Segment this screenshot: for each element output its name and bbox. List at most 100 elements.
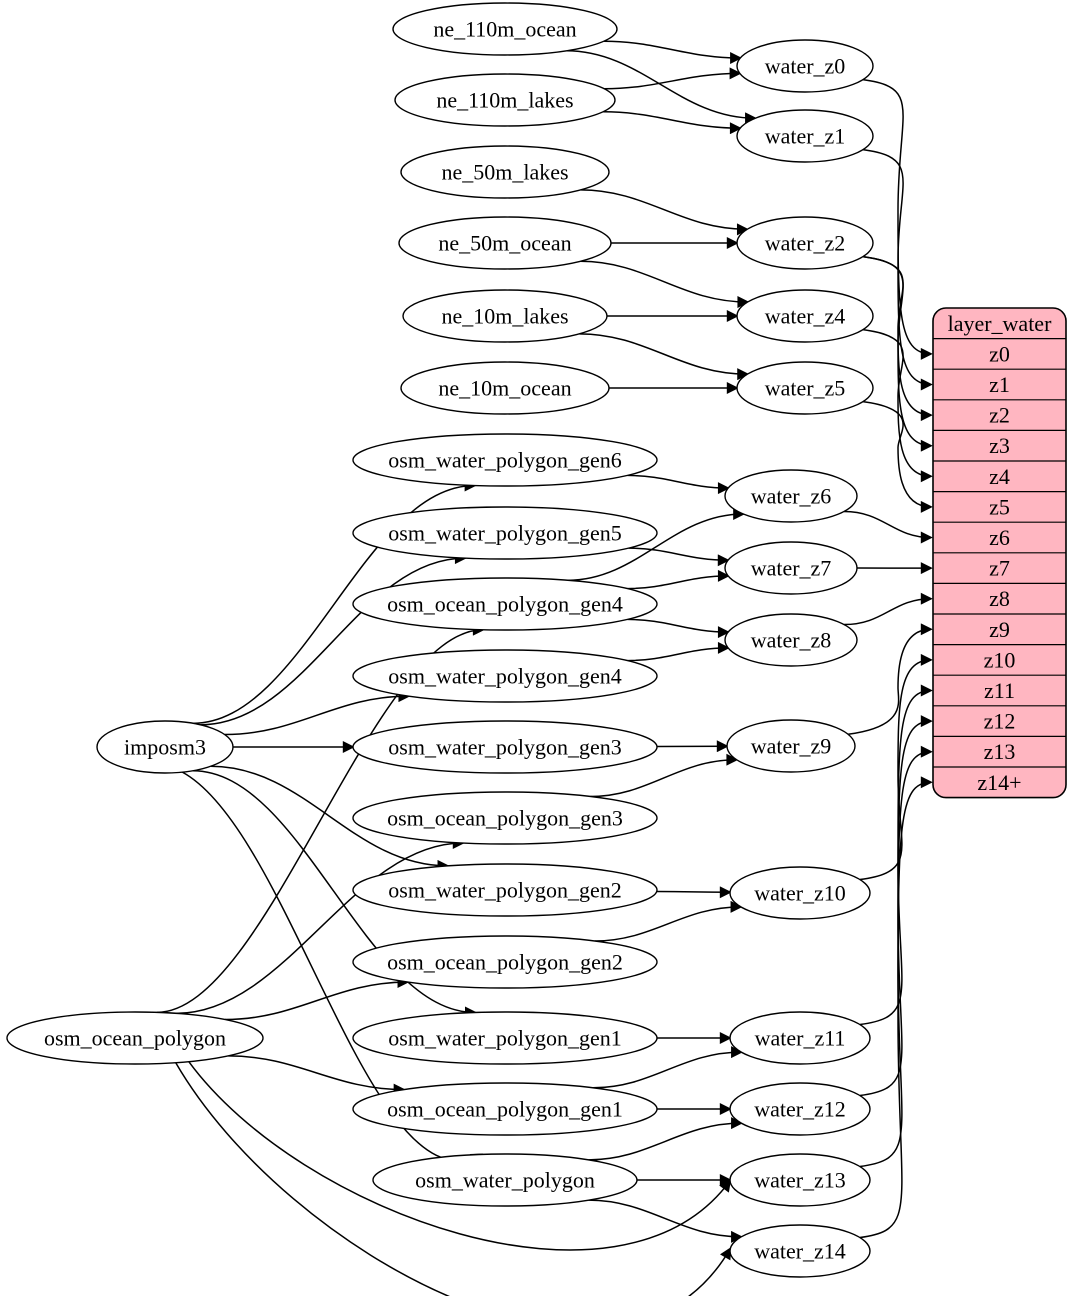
node-osm_water_polygon_gen1: osm_water_polygon_gen1 (352, 1011, 658, 1065)
edge-osm_water_polygon-to-water_z12 (588, 1117, 744, 1161)
node-ellipse-ne_50m_lakes (400, 145, 610, 199)
node-osm_ocean_polygon_gen4: osm_ocean_polygon_gen4 (352, 577, 658, 631)
node-water_z5: water_z5 (736, 361, 874, 415)
node-ellipse-water_z14 (729, 1224, 871, 1278)
node-osm_water_polygon_gen3: osm_water_polygon_gen3 (352, 720, 658, 774)
table-row-z12: z12 (984, 709, 1016, 734)
edge-imposm3-to-osm_water_polygon_gen4 (224, 690, 411, 736)
node-ellipse-osm_water_polygon_gen2 (352, 863, 658, 917)
edge-osm_ocean_polygon-to-water_z13 (188, 1061, 732, 1251)
edge-osm_water_polygon_gen4-to-water_z8 (627, 641, 730, 662)
edge-water_z2-to-layer_water-z3 (862, 255, 933, 452)
node-ne_110m_ocean: ne_110m_ocean (392, 2, 618, 56)
node-ellipse-osm_water_polygon_gen3 (352, 720, 658, 774)
edge-osm_ocean_polygon-to-osm_ocean_polygon_gen1 (228, 1055, 406, 1096)
node-ellipse-water_z11 (729, 1011, 871, 1065)
node-ellipse-ne_10m_lakes (402, 289, 608, 343)
node-water_z12: water_z12 (729, 1082, 871, 1136)
node-ellipse-water_z0 (736, 39, 874, 93)
table-row-z3: z3 (989, 433, 1010, 458)
node-osm_ocean_polygon_gen1: osm_ocean_polygon_gen1 (352, 1082, 658, 1136)
edge-osm_ocean_polygon_gen1-to-water_z11 (593, 1046, 744, 1089)
node-water_z1: water_z1 (736, 109, 874, 163)
node-label-osm_water_polygon_gen6: osm_water_polygon_gen6 (388, 447, 621, 472)
node-osm_water_polygon_gen2: osm_water_polygon_gen2 (352, 863, 658, 917)
node-label-ne_110m_ocean: ne_110m_ocean (433, 16, 576, 41)
node-label-water_z6: water_z6 (751, 483, 832, 508)
node-ellipse-water_z1 (736, 109, 874, 163)
table-row-z4: z4 (989, 464, 1010, 489)
node-water_z11: water_z11 (729, 1011, 871, 1065)
edge-water_z9-to-layer_water-z9 (848, 623, 933, 736)
table-row-z0: z0 (989, 341, 1010, 366)
edge-water_z4-to-layer_water-z4 (862, 328, 933, 483)
node-osm_ocean_polygon_gen2: osm_ocean_polygon_gen2 (352, 935, 658, 989)
node-ne_10m_ocean: ne_10m_ocean (400, 361, 610, 415)
node-label-water_z1: water_z1 (765, 123, 846, 148)
edge-ne_50m_ocean-to-water_z4 (580, 260, 750, 309)
table-row-z7: z7 (989, 556, 1010, 581)
node-label-osm_water_polygon: osm_water_polygon (415, 1167, 595, 1192)
table-row-z5: z5 (989, 494, 1010, 519)
node-label-water_z10: water_z10 (754, 880, 846, 905)
node-label-water_z13: water_z13 (754, 1167, 846, 1192)
edge-osm_ocean_polygon-to-osm_ocean_polygon_gen3 (176, 837, 465, 1015)
node-osm_water_polygon: osm_water_polygon (372, 1153, 638, 1207)
node-ellipse-water_z6 (724, 469, 858, 523)
node-ellipse-osm_water_polygon_gen6 (352, 433, 658, 487)
node-label-water_z12: water_z12 (754, 1096, 846, 1121)
edge-osm_ocean_polygon_gen4-to-water_z7 (627, 569, 730, 590)
edge-osm_ocean_polygon_gen2-to-water_z10 (594, 900, 743, 942)
node-imposm3: imposm3 (96, 720, 234, 774)
edge-osm_ocean_polygon_gen4-to-water_z8 (627, 618, 730, 639)
node-label-ne_10m_ocean: ne_10m_ocean (438, 375, 571, 400)
node-ellipse-water_z4 (736, 289, 874, 343)
node-label-ne_50m_lakes: ne_50m_lakes (441, 159, 568, 184)
table-row-z1: z1 (989, 372, 1010, 397)
node-water_z8: water_z8 (724, 613, 858, 667)
node-label-water_z5: water_z5 (765, 375, 846, 400)
node-water_z7: water_z7 (724, 541, 858, 595)
node-ellipse-osm_ocean_polygon_gen3 (352, 791, 658, 845)
node-ellipse-ne_110m_lakes (394, 73, 616, 127)
edge-water_z6-to-layer_water-z6 (844, 510, 933, 544)
node-ellipse-water_z12 (729, 1082, 871, 1136)
node-label-osm_water_polygon_gen1: osm_water_polygon_gen1 (388, 1025, 621, 1050)
node-label-osm_ocean_polygon_gen1: osm_ocean_polygon_gen1 (387, 1096, 623, 1121)
node-ne_50m_lakes: ne_50m_lakes (400, 145, 610, 199)
table-row-z11: z11 (984, 678, 1015, 703)
node-ne_50m_ocean: ne_50m_ocean (398, 216, 612, 270)
edge-osm_water_polygon-to-water_z14 (588, 1199, 744, 1243)
node-label-water_z9: water_z9 (751, 733, 832, 758)
edge-osm_ocean_polygon_gen3-to-water_z9 (590, 753, 739, 798)
edge-ne_50m_lakes-to-water_z2 (580, 189, 749, 236)
node-ellipse-osm_ocean_polygon_gen4 (352, 577, 658, 631)
node-ellipse-water_z8 (724, 613, 858, 667)
node-label-ne_110m_lakes: ne_110m_lakes (436, 87, 573, 112)
node-label-ne_50m_ocean: ne_50m_ocean (438, 230, 571, 255)
table-row-z2: z2 (989, 403, 1010, 428)
node-ellipse-osm_water_polygon_gen1 (352, 1011, 658, 1065)
nodes-layer: ne_110m_ocean ne_110m_lakes ne_50m_lakesne… (6, 2, 874, 1278)
table-title: layer_water (948, 311, 1052, 336)
edge-water_z5-to-layer_water-z5 (862, 400, 933, 513)
edge-ne_110m_ocean-to-water_z0 (603, 40, 743, 65)
node-ellipse-water_z7 (724, 541, 858, 595)
table-row-z13: z13 (984, 739, 1016, 764)
node-osm_ocean_polygon_gen3: osm_ocean_polygon_gen3 (352, 791, 658, 845)
node-water_z4: water_z4 (736, 289, 874, 343)
node-ellipse-osm_water_polygon_gen5 (352, 506, 658, 560)
node-label-water_z4: water_z4 (765, 303, 846, 328)
node-ellipse-water_z2 (736, 216, 874, 270)
node-label-osm_water_polygon_gen4: osm_water_polygon_gen4 (388, 663, 621, 688)
node-ellipse-ne_110m_ocean (392, 2, 618, 56)
node-ellipse-water_z13 (729, 1153, 871, 1207)
node-ellipse-imposm3 (96, 720, 234, 774)
node-label-water_z14: water_z14 (754, 1238, 846, 1263)
node-label-water_z0: water_z0 (765, 53, 846, 78)
edge-osm_ocean_polygon-to-osm_ocean_polygon_gen2 (225, 975, 410, 1021)
node-label-osm_ocean_polygon_gen2: osm_ocean_polygon_gen2 (387, 949, 623, 974)
node-ellipse-osm_water_polygon_gen4 (352, 649, 658, 703)
edge-imposm3-to-osm_water_polygon_gen2 (210, 765, 450, 872)
